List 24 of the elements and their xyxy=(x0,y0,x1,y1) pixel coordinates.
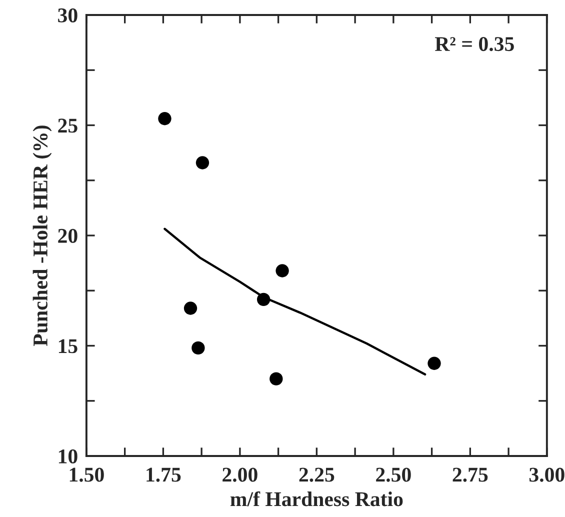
annotation: R² = 0.35 xyxy=(435,37,514,52)
x-tick-label: 2.25 xyxy=(299,468,334,482)
point xyxy=(184,302,198,315)
point xyxy=(196,156,210,170)
point xyxy=(192,341,205,355)
x-tick-label: 2.75 xyxy=(452,468,488,482)
y-tick-label: 30 xyxy=(58,8,78,22)
x-axis-title: m/f Hardness Ratio xyxy=(230,491,403,506)
y-tick-label: 25 xyxy=(58,118,78,133)
y-tick-label: 20 xyxy=(58,228,78,243)
x-tick-label: 2.50 xyxy=(376,468,411,482)
x-tick-label: 2.00 xyxy=(222,468,258,482)
y-tick-label: 15 xyxy=(58,339,78,354)
point xyxy=(256,292,270,306)
point xyxy=(270,372,283,386)
point xyxy=(428,356,441,370)
x-tick-label: 1.50 xyxy=(70,468,104,482)
point xyxy=(158,112,172,126)
y-tick-label: 10 xyxy=(58,449,78,464)
line-series xyxy=(164,228,426,376)
x-tick-label: 1.75 xyxy=(146,468,181,482)
x-tick-label: 3.00 xyxy=(529,468,564,482)
point xyxy=(276,264,289,278)
y-axis-title: Punched -Hole HER (%) xyxy=(32,126,52,346)
